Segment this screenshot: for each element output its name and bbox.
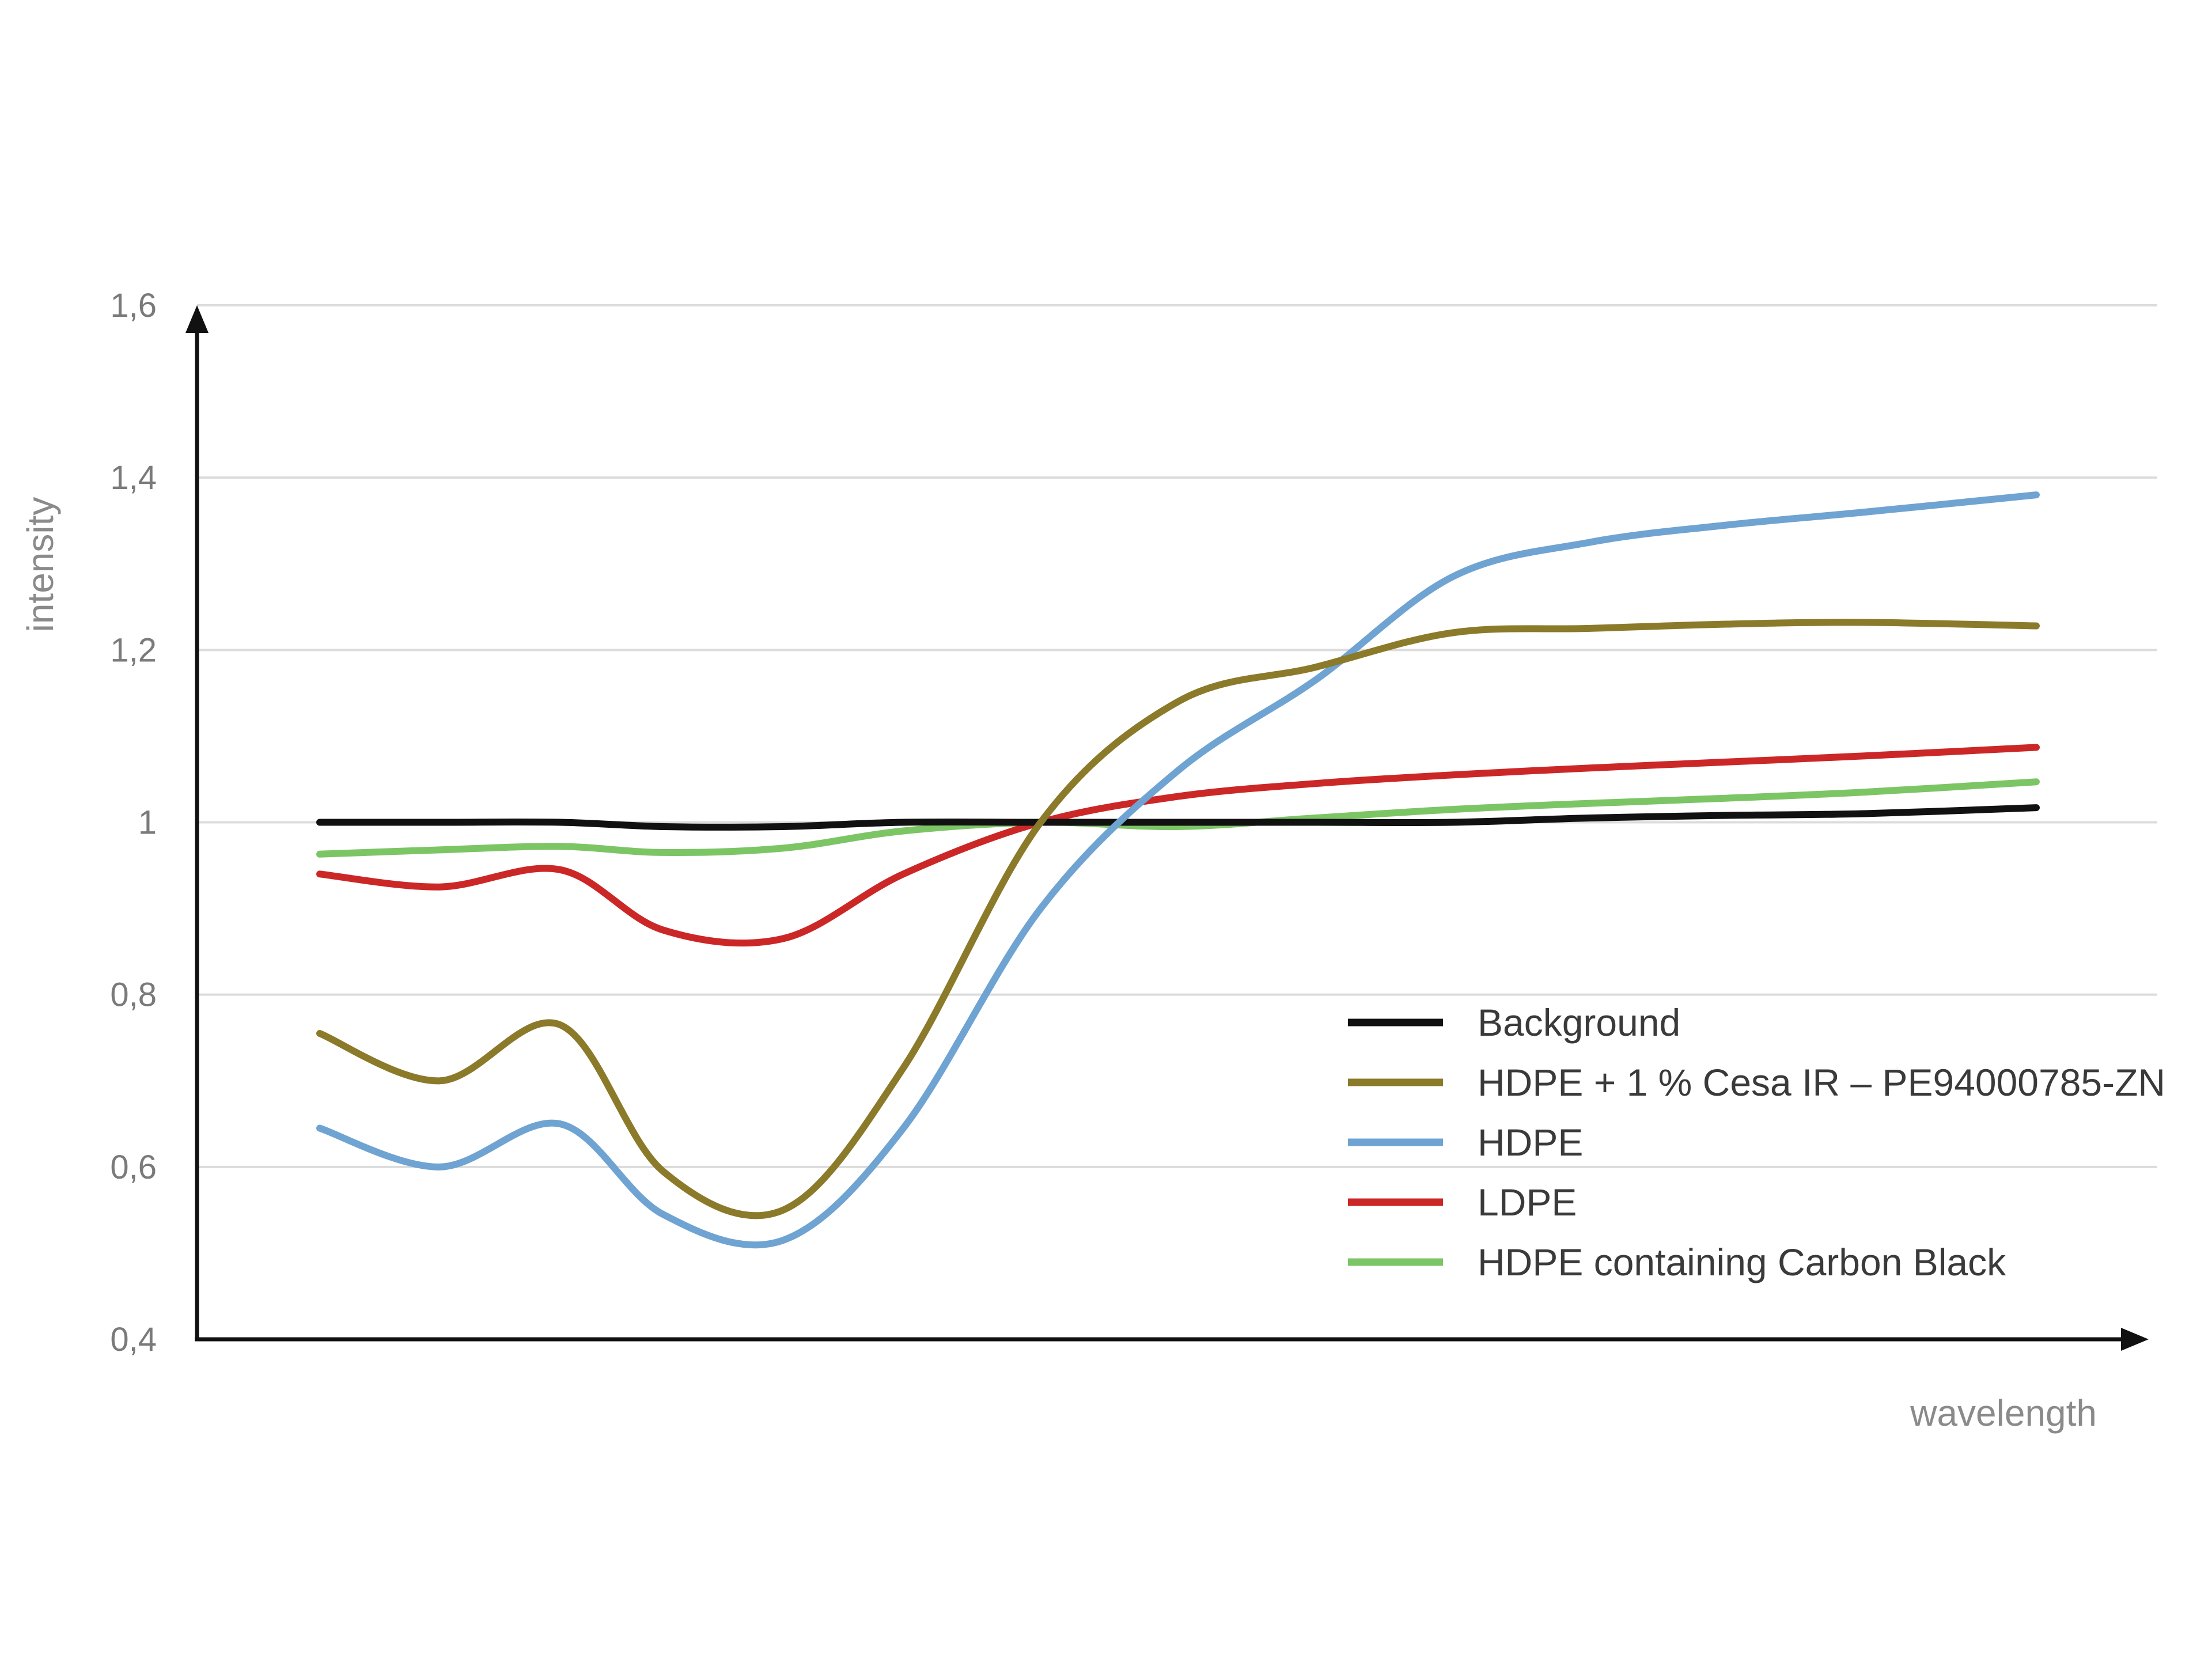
- gridlines: [197, 304, 2157, 1168]
- y-tick-label: 0,8: [110, 976, 157, 1014]
- x-axis-title: wavelength: [1910, 1392, 2097, 1434]
- data-series: [316, 491, 2040, 1249]
- axes: [185, 305, 2149, 1351]
- series-line-3: [316, 744, 2040, 947]
- legend-label: LDPE: [1478, 1181, 1577, 1224]
- y-tick-label: 1,6: [110, 287, 157, 324]
- legend-label: HDPE + 1 % Cesa IR – PE94000785-ZN: [1478, 1061, 2165, 1104]
- y-axis-title: intensity: [20, 497, 61, 632]
- y-tick-labels: 0,4 0,6 0,8 1 1,2 1,4 1,6: [110, 287, 157, 1358]
- y-tick-label: 1,4: [110, 459, 157, 497]
- y-axis-arrow-icon: [185, 305, 209, 333]
- y-tick-label: 1: [138, 804, 157, 842]
- series-line-2: [316, 491, 2040, 1249]
- legend: Background HDPE + 1 % Cesa IR – PE9400078…: [1348, 1001, 2165, 1283]
- series-line-0: [316, 804, 2040, 831]
- series-line-4: [316, 778, 2040, 858]
- legend-label: HDPE: [1478, 1121, 1583, 1164]
- legend-label: Background: [1478, 1001, 1680, 1044]
- y-tick-label: 0,6: [110, 1149, 157, 1186]
- legend-label: HDPE containing Carbon Black: [1478, 1241, 2006, 1283]
- y-tick-label: 1,2: [110, 631, 157, 669]
- x-axis-arrow-icon: [2121, 1328, 2149, 1351]
- y-tick-label: 0,4: [110, 1321, 157, 1358]
- series-line-1: [316, 619, 2040, 1219]
